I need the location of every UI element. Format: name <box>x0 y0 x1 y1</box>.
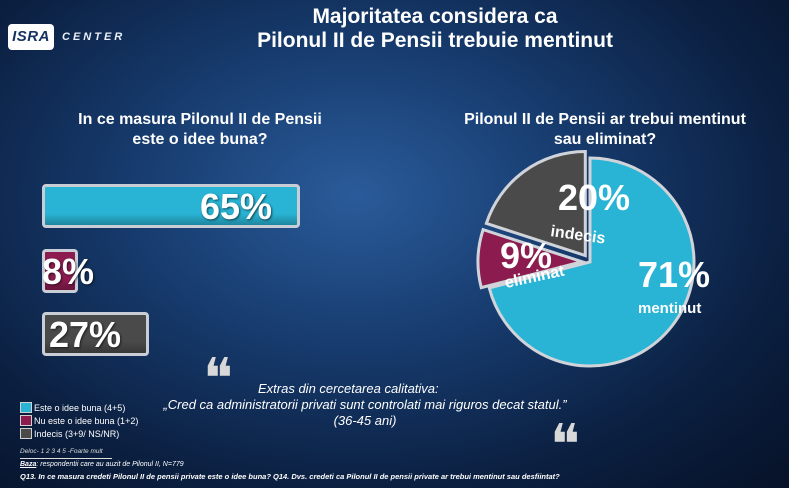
pie-chart-title-line1: Pilonul II de Pensii ar trebui mentinut <box>464 111 746 128</box>
legend-swatch-icon <box>20 415 32 426</box>
pie-slice-mentinut <box>487 156 696 368</box>
base-text: : respondentii care au auzit de Pilonul … <box>36 461 184 468</box>
pie-value-label: 71% <box>638 254 710 295</box>
pie-chart-title: Pilonul II de Pensii ar trebui mentinut … <box>420 110 789 150</box>
bar-value-label: 8% <box>42 251 95 292</box>
bar-chart-title-line2: este o idee buna? <box>132 131 268 148</box>
scale-arrow <box>20 458 112 459</box>
legend-label: Nu este o idee buna (1+2) <box>34 415 139 426</box>
page-title-line2: Pilonul II de Pensii trebuie mentinut <box>257 29 613 52</box>
pie-value-label: 9% <box>500 235 552 276</box>
scale-text: Deloc- 1 2 3 4 5 -Foarte mult <box>20 448 103 455</box>
bar <box>42 249 78 293</box>
pie-value-label: 20% <box>558 177 630 218</box>
legend-label: Indecis (3+9/ NS/NR) <box>34 428 120 439</box>
logo-center-text: CENTER <box>62 31 126 43</box>
open-quote-icon: ❝ <box>203 347 234 412</box>
extract-title: Extras din cercetarea calitativa: <box>258 381 439 396</box>
bar-chart-title: In ce masura Pilonul II de Pensii este o… <box>40 110 360 150</box>
page-title-line1: Majoritatea considera ca <box>312 5 558 28</box>
bar <box>42 312 149 356</box>
isra-logo: ISRA <box>8 24 54 50</box>
bar <box>42 184 300 228</box>
pie-slice-indecis <box>484 150 587 258</box>
legend-swatch-icon <box>20 402 32 413</box>
legend-label: Este o idee buna (4+5) <box>34 402 126 413</box>
pie-category-label: mentinut <box>638 300 701 317</box>
pie-slice-eliminat <box>476 227 588 290</box>
pie-chart-title-line2: sau eliminat? <box>553 131 657 148</box>
page-title: Majoritatea considera ca Pilonul II de P… <box>200 5 670 53</box>
base-note: Baza: respondentii care au auzit de Pilo… <box>20 461 184 468</box>
legend-item: Indecis (3+9/ NS/NR) <box>20 427 138 440</box>
close-quote-icon: ❝ <box>550 413 581 478</box>
bar-value-label: 27% <box>49 314 122 355</box>
base-label: Baza <box>20 461 37 468</box>
legend-item: Nu este o idee buna (1+2) <box>20 414 138 427</box>
question-footnote: Q13. In ce masura credeti Pilonul II de … <box>20 472 560 481</box>
bar-chart-title-line1: In ce masura Pilonul II de Pensii <box>78 111 322 128</box>
extract-quote: „Cred ca administratorii privati sunt co… <box>163 397 567 428</box>
bar-value-label: 65% <box>200 186 273 227</box>
legend-item: Este o idee buna (4+5) <box>20 401 138 414</box>
legend: Este o idee buna (4+5) Nu este o idee bu… <box>20 401 138 440</box>
legend-swatch-icon <box>20 428 32 439</box>
